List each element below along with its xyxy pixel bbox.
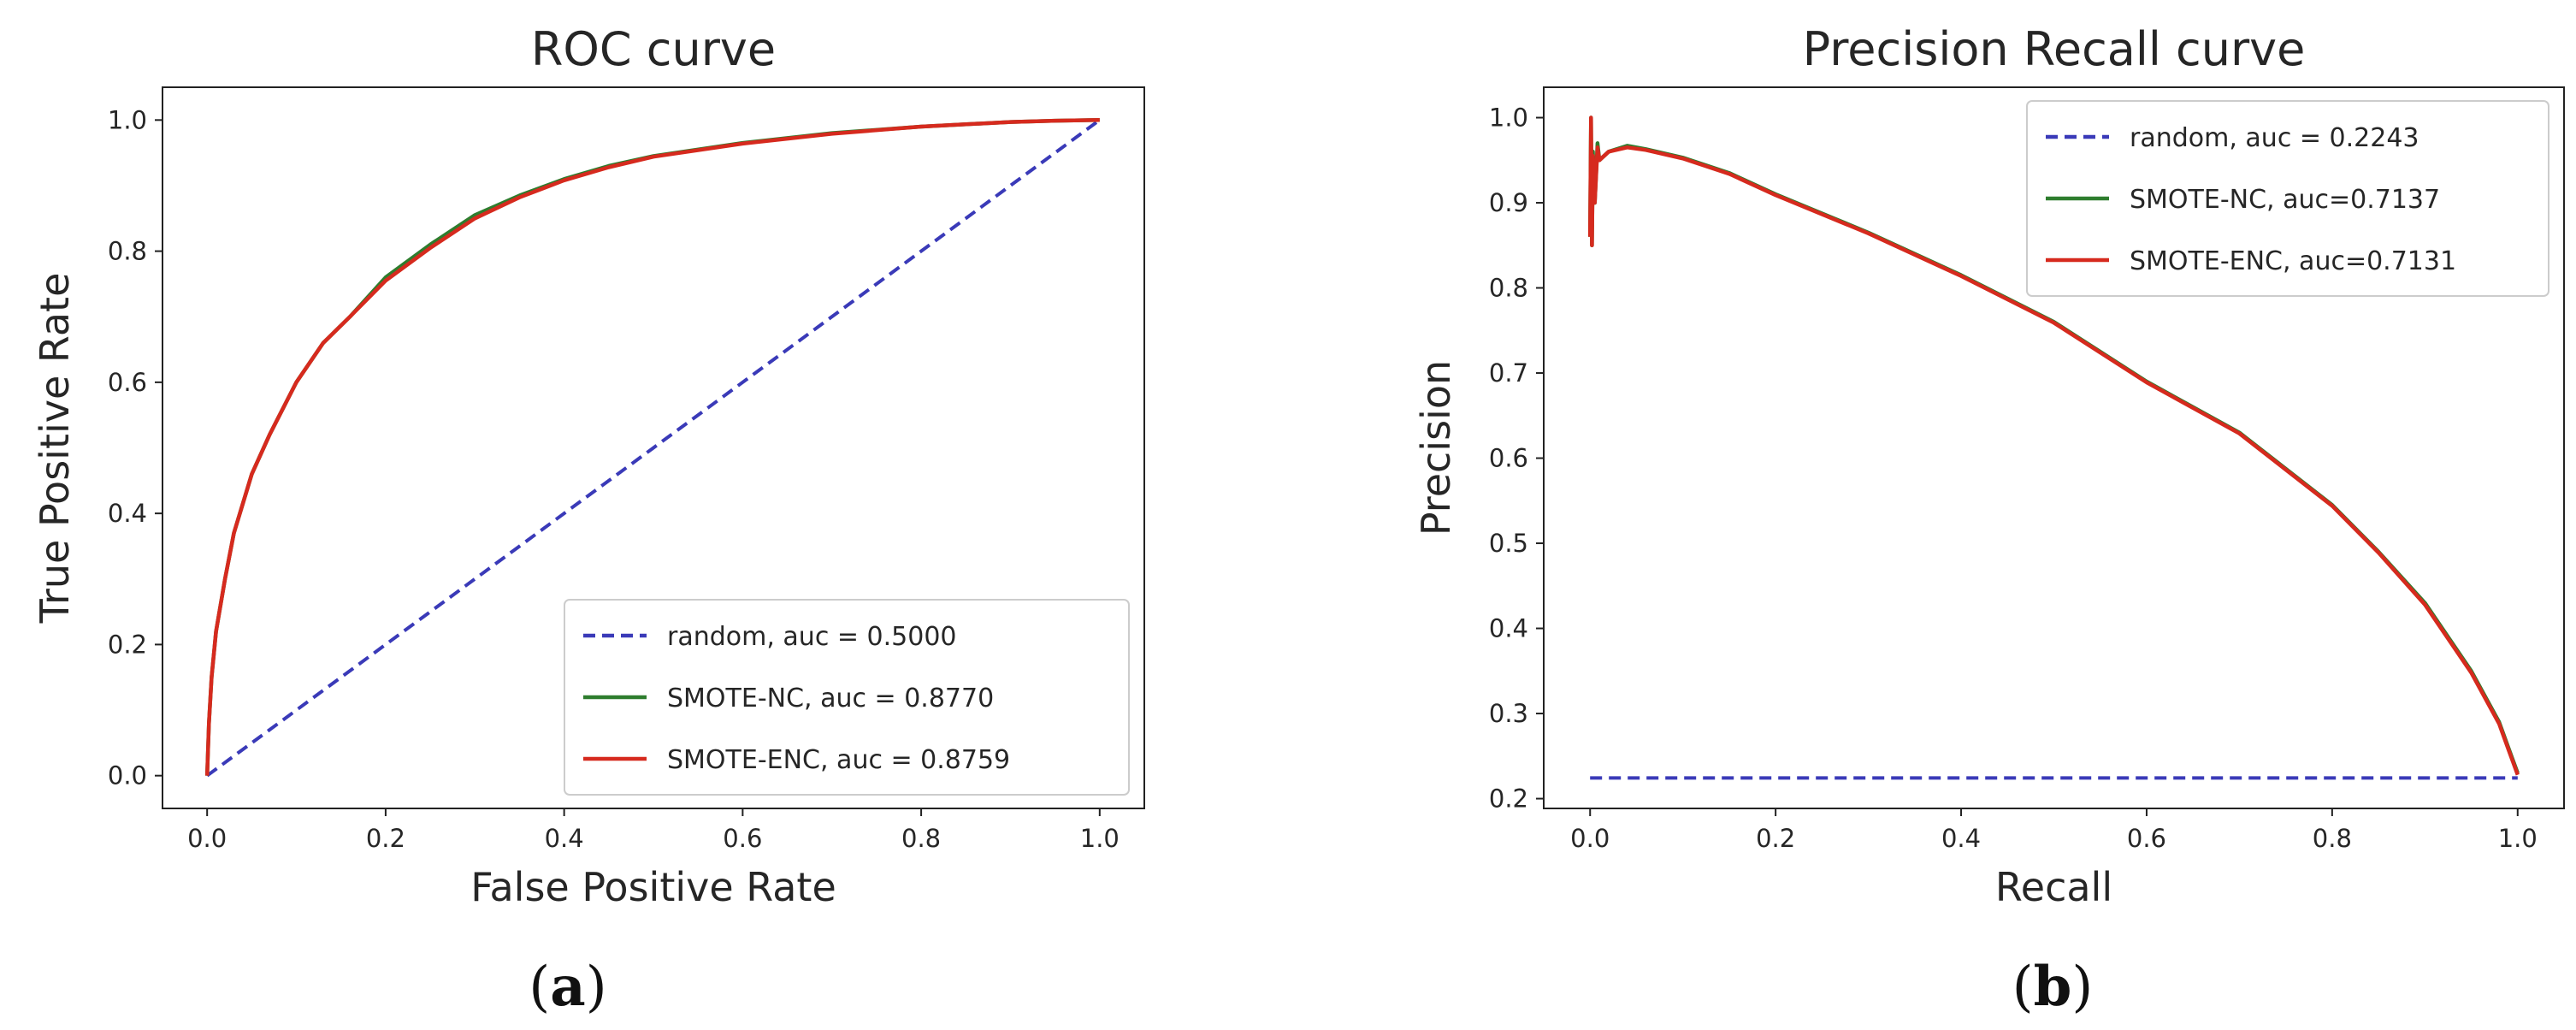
roc-panel-caption: (a) <box>529 955 606 1019</box>
roc-series-line-0 <box>206 118 1101 778</box>
roc-caption-close: ) <box>586 956 607 1019</box>
roc-legend-label-2: SMOTE-ENC, auc = 0.8759 <box>667 745 1010 775</box>
pr-axes-frame <box>1543 86 2565 809</box>
roc-x-tick-label: 0.6 <box>723 824 762 853</box>
roc-x-axis-label: False Positive Rate <box>470 864 836 910</box>
pr-series-line-2 <box>1587 115 2520 776</box>
roc-y-tick-label: 0.8 <box>108 237 147 266</box>
roc-x-tick-label: 0.4 <box>545 824 584 853</box>
pr-x-axis-label: Recall <box>1995 864 2112 910</box>
pr-panel-caption: (b) <box>2012 955 2094 1019</box>
roc-chart-panel: 0.0 0.2 0.4 0.6 0.8 1.0 0.0 0.2 0.4 0.6 0.8 1.0 ROC … <box>32 22 1145 1019</box>
pr-y-tick-label: 0.6 <box>1489 444 1528 473</box>
roc-series-line-2 <box>204 118 1100 776</box>
pr-legend-label-1: SMOTE-NC, auc=0.7137 <box>2130 185 2440 215</box>
pr-legend: random, auc = 0.2243 SMOTE-NC, auc=0.7137… <box>2026 100 2549 297</box>
roc-y-tick-label: 0.4 <box>108 499 147 528</box>
roc-y-tick-label: 1.0 <box>108 105 147 134</box>
roc-legend-label-1: SMOTE-NC, auc = 0.8770 <box>667 684 994 713</box>
pr-x-tick-label: 0.2 <box>1756 824 1795 853</box>
roc-x-tick-label: 1.0 <box>1080 824 1120 853</box>
roc-x-tick-label: 0.8 <box>901 824 941 853</box>
pr-x-tick-label: 0.6 <box>2127 824 2166 853</box>
roc-x-tick-label: 0.0 <box>187 824 227 853</box>
roc-y-tick-label: 0.6 <box>108 368 147 397</box>
pr-caption-open: ( <box>2012 956 2034 1019</box>
pr-legend-label-0: random, auc = 0.2243 <box>2130 123 2419 153</box>
pr-x-tick-label: 0.4 <box>1941 824 1981 853</box>
roc-legend: random, auc = 0.5000 SMOTE-NC, auc = 0.87… <box>564 599 1130 796</box>
pr-y-tick-label: 0.3 <box>1489 699 1528 728</box>
pr-x-tick-label: 1.0 <box>2498 824 2538 853</box>
pr-caption-letter: b <box>2034 955 2072 1019</box>
pr-y-tick-label: 0.2 <box>1489 784 1528 814</box>
pr-x-tick-label: 0.8 <box>2313 824 2352 853</box>
pr-legend-label-2: SMOTE-ENC, auc=0.7131 <box>2130 246 2456 276</box>
pr-chart-panel: 0.0 0.2 0.4 0.6 0.8 1.0 0.2 0.3 0.4 0.5 0.6 0.7 0.8 0… <box>1413 22 2565 1019</box>
pr-y-axis-label: Precision <box>1413 360 1459 536</box>
roc-chart-title: ROC curve <box>531 22 776 76</box>
roc-y-axis-label: True Positive Rate <box>32 273 78 625</box>
roc-x-tick-label: 0.2 <box>366 824 405 853</box>
pr-x-tick-label: 0.0 <box>1570 824 1610 853</box>
pr-y-tick-label: 0.8 <box>1489 274 1528 303</box>
roc-y-tick-label: 0.2 <box>108 630 147 659</box>
roc-y-tick-label: 0.0 <box>108 761 147 790</box>
pr-chart-title: Precision Recall curve <box>1803 22 2306 76</box>
pr-y-tick-label: 0.7 <box>1489 358 1528 388</box>
roc-caption-open: ( <box>529 956 550 1019</box>
pr-y-tick-label: 0.4 <box>1489 614 1528 643</box>
pr-y-tick-label: 0.9 <box>1489 188 1528 217</box>
roc-caption-letter: a <box>550 955 585 1019</box>
pr-caption-close: ) <box>2071 956 2093 1019</box>
pr-y-tick-label: 0.5 <box>1489 529 1528 558</box>
roc-legend-label-0: random, auc = 0.5000 <box>667 622 957 652</box>
roc-axes-frame <box>162 86 1145 809</box>
pr-y-tick-label: 1.0 <box>1489 104 1528 133</box>
